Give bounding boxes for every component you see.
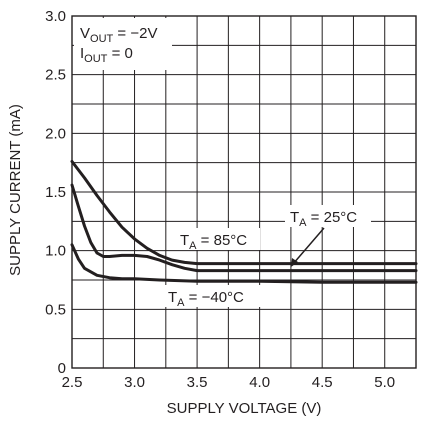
y-tick-label: 3.0 [45, 8, 66, 25]
label-minus40c: TA = −40°C [168, 289, 244, 309]
label-85c-background [176, 228, 260, 250]
x-tick-label: 4.5 [312, 374, 333, 391]
tick-labels: 2.5 3.0 3.5 4.0 4.5 5.0 0 0.5 1.0 1.5 2.0 2.5 3.0 [45, 8, 395, 391]
label-25c: TA = 25°C [290, 209, 357, 229]
curves [70, 160, 418, 284]
x-axis-label: SUPPLY VOLTAGE (V) [167, 400, 322, 417]
x-tick-label: 5.0 [374, 374, 395, 391]
y-tick-label: 0 [58, 360, 66, 377]
y-tick-label: 2.0 [45, 125, 66, 142]
y-tick-label: 1.0 [45, 243, 66, 260]
x-tick-label: 4.0 [249, 374, 270, 391]
x-tick-label: 3.5 [187, 374, 208, 391]
label-85c: TA = 85°C [180, 232, 247, 252]
y-tick-label: 1.5 [45, 184, 66, 201]
condition-vout: VOUT = −2V [80, 25, 157, 45]
leader-25c [292, 227, 325, 265]
label-minus40c-background [164, 285, 262, 307]
condition-iout: IOUT = 0 [80, 45, 133, 65]
label-25c-background [285, 205, 371, 227]
curve-25c [70, 183, 418, 273]
curve-minus40c [70, 243, 418, 284]
x-tick-label: 2.5 [62, 374, 83, 391]
arrow-25c [291, 258, 298, 267]
y-axis-label: SUPPLY CURRENT (mA) [7, 104, 24, 276]
conditions-background [74, 18, 172, 70]
plot-frame [71, 15, 417, 369]
curve-85c [70, 160, 418, 266]
x-tick-label: 3.0 [124, 374, 145, 391]
y-tick-label: 0.5 [45, 301, 66, 318]
y-tick-label: 2.5 [45, 67, 66, 84]
